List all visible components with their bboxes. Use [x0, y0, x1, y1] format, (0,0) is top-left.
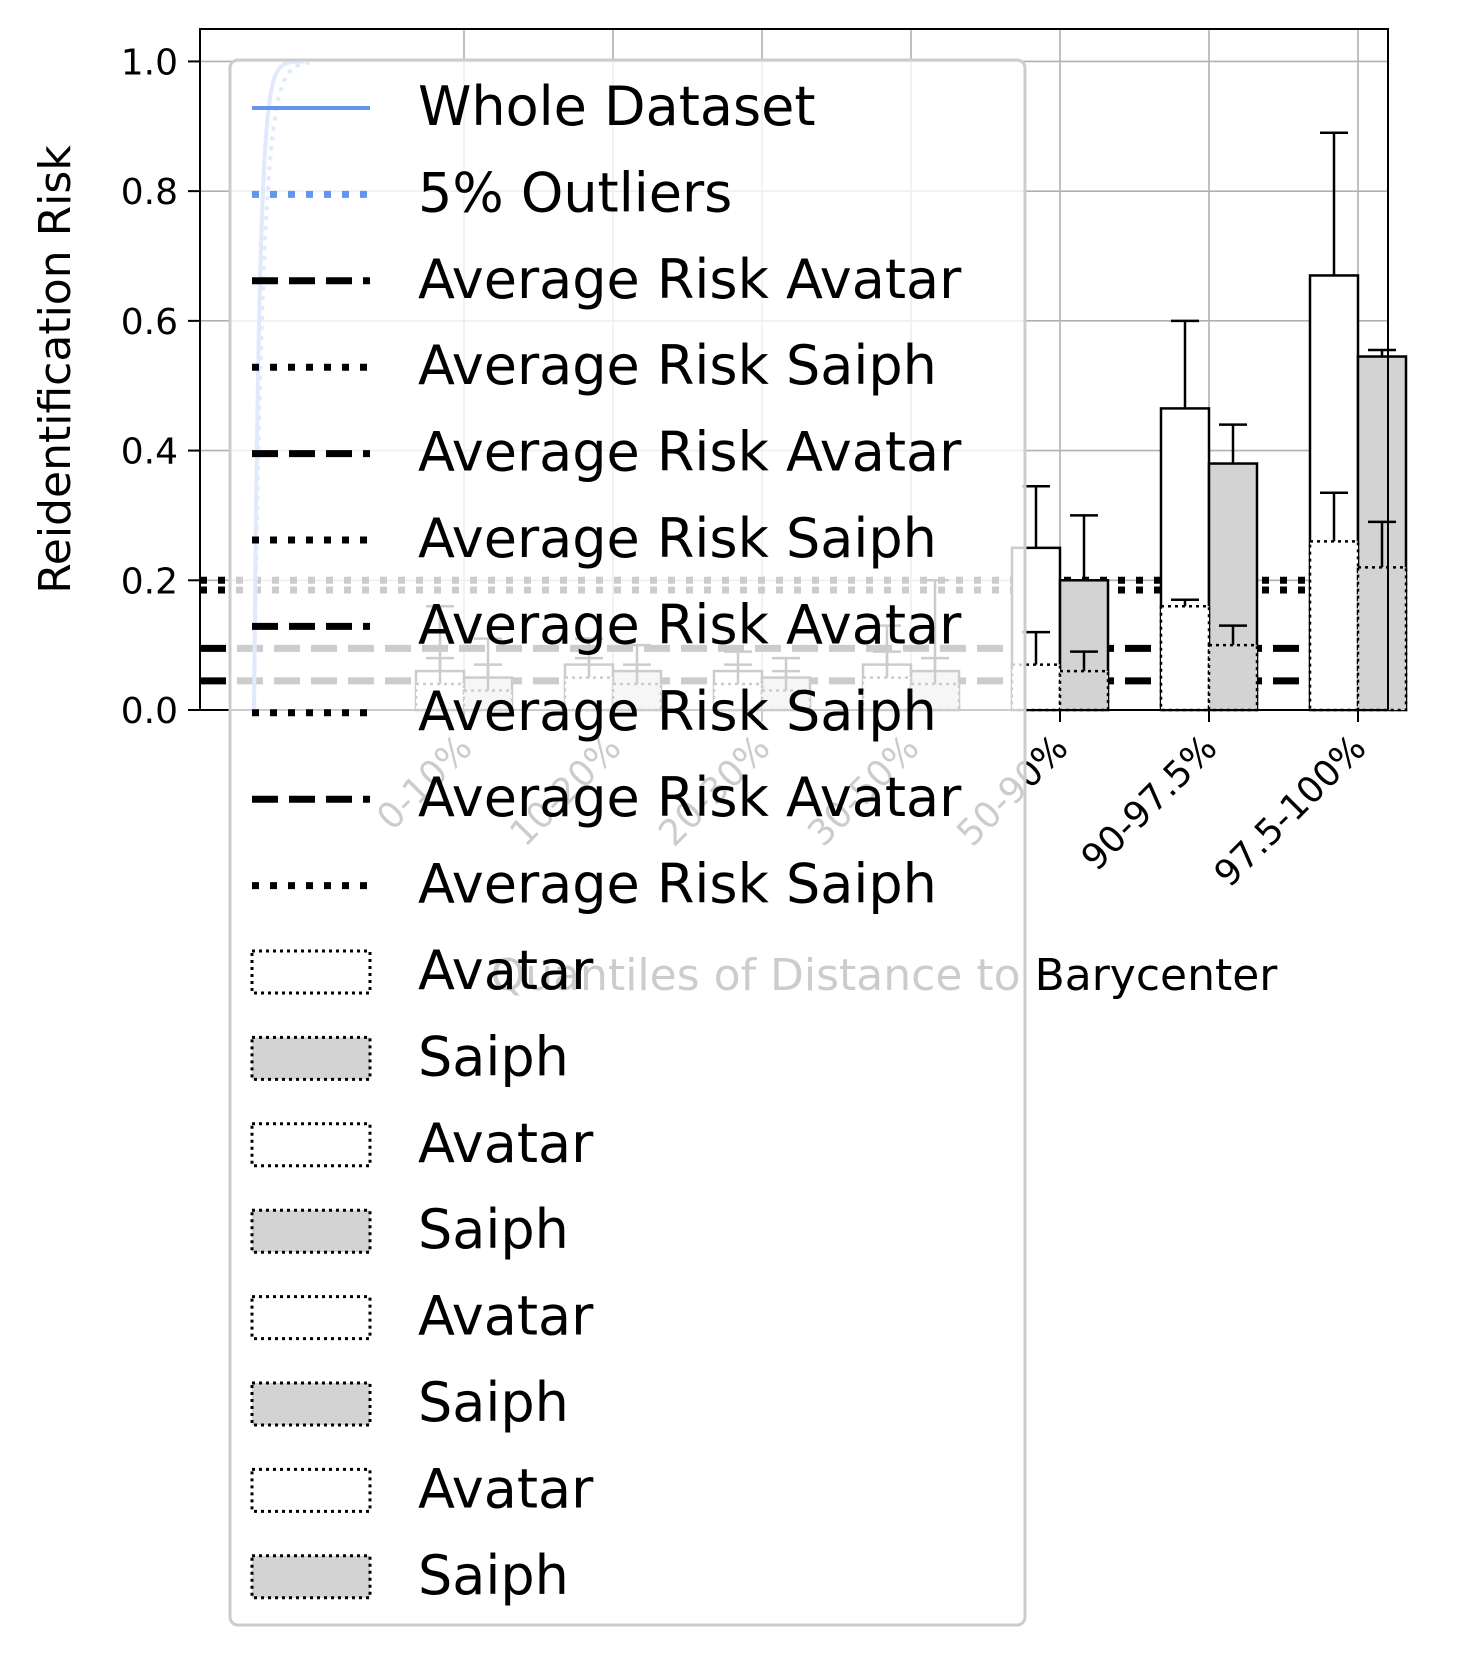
- bar: [1207, 643, 1259, 712]
- legend-swatch: [250, 1295, 372, 1341]
- legend-label: Avatar: [418, 1285, 594, 1348]
- legend-label: Saiph: [418, 1198, 569, 1261]
- legend-label: Average Risk Saiph: [418, 853, 937, 916]
- legend-label: Average Risk Saiph: [418, 507, 937, 570]
- legend-swatch: [250, 1381, 372, 1427]
- x-tick-label: 90-97.5%: [1074, 727, 1225, 878]
- legend-label: Average Risk Avatar: [418, 248, 962, 311]
- bar: [1356, 566, 1408, 712]
- x-tick-label: 97.5-100%: [1207, 727, 1375, 895]
- legend: Whole Dataset 5% Outliers Average Risk Ava…: [228, 58, 1027, 1627]
- bar: [1058, 669, 1110, 712]
- legend-label: 5% Outliers: [418, 161, 732, 224]
- legend-label: Saiph: [418, 1371, 569, 1434]
- legend-label: Average Risk Saiph: [418, 334, 937, 397]
- legend-swatch: [250, 949, 372, 995]
- legend-label: Average Risk Saiph: [418, 680, 937, 743]
- legend-label: Whole Dataset: [418, 75, 816, 138]
- y-tick-label: 1.0: [121, 42, 178, 83]
- legend-box: [228, 58, 1027, 1627]
- legend-label: Saiph: [418, 1025, 569, 1088]
- legend-label: Saiph: [418, 1544, 569, 1607]
- legend-label: Avatar: [418, 939, 594, 1002]
- y-tick-label: 0.4: [121, 432, 178, 473]
- legend-swatch: [250, 1554, 372, 1600]
- legend-swatch: [250, 1122, 372, 1168]
- bar: [1308, 540, 1360, 712]
- legend-swatch: [250, 1467, 372, 1513]
- legend-label: Avatar: [418, 1457, 594, 1520]
- y-tick-label: 0.8: [121, 172, 178, 213]
- y-tick-label: 0.6: [121, 302, 178, 343]
- legend-label: Average Risk Avatar: [418, 593, 962, 656]
- legend-swatch: [250, 1035, 372, 1081]
- y-tick-label: 0.2: [121, 561, 178, 602]
- legend-swatch: [250, 1208, 372, 1254]
- bar: [1159, 604, 1211, 712]
- y-axis-label: Reidentification Risk: [30, 145, 81, 594]
- legend-label: Average Risk Avatar: [418, 766, 962, 829]
- legend-label: Avatar: [418, 1112, 594, 1175]
- y-tick-label: 0.0: [121, 691, 178, 732]
- legend-label: Average Risk Avatar: [418, 421, 962, 484]
